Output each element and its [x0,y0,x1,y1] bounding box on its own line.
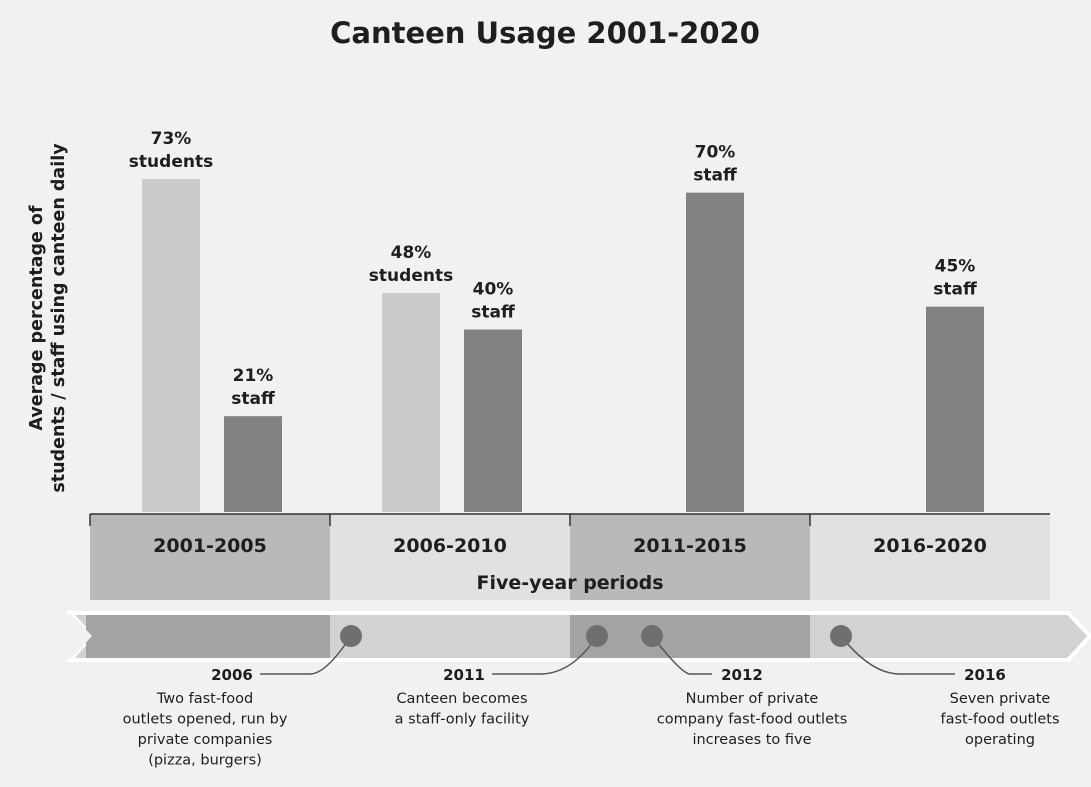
period-label-2001-2005: 2001-2005 [153,535,267,557]
event-dot-2006 [340,625,362,647]
timeline-events: 2006 Two fast-food outlets opened, run by p… [123,625,1060,769]
chart-title: Canteen Usage 2001-2020 [330,16,760,50]
data-label-value-staff-2016-2020: 45% [935,257,976,277]
data-label-group-staff-2016-2020: staff [933,280,977,300]
data-label-value-staff-2011-2015: 70% [695,143,736,163]
data-label-group-staff-2011-2015: staff [693,166,737,186]
event-year-2016: 2016 [964,666,1006,684]
data-label-group-students-2006-2010: students [369,266,453,286]
data-label-group-staff-2001-2005: staff [231,389,275,409]
period-label-2016-2020: 2016-2020 [873,535,987,557]
event-text-2006-line-2: outlets opened, run by [123,712,288,728]
event-dot-2012 [641,625,663,647]
event-text-2016-line-3: operating [965,732,1035,748]
event-year-2006: 2006 [211,666,253,684]
bar-students-2006-2010 [382,293,440,512]
data-label-group-students-2001-2005: students [129,152,213,172]
period-label-2006-2010: 2006-2010 [393,535,507,557]
bar-staff-2006-2010 [464,329,522,512]
event-year-2011: 2011 [443,666,485,684]
event-text-2012-line-3: increases to five [692,732,811,748]
period-bands: 2001-2005 2006-2010 2011-2015 2016-2020 [89,513,1050,600]
y-axis-label-line-1: Average percentage of [27,205,47,431]
data-label-value-staff-2001-2005: 21% [233,366,274,386]
event-dot-2016 [830,625,852,647]
bars: 73% students 21% staff 48% students 40% staff 70… [129,129,984,512]
event-year-2012: 2012 [721,666,763,684]
x-axis-label: Five-year periods [476,572,663,594]
event-text-2006-line-1: Two fast-food [156,691,253,707]
y-axis-label: Average percentage of students / staff u… [27,143,69,493]
event-text-2012-line-2: company fast-food outlets [657,712,848,728]
event-text-2016-line-2: fast-food outlets [940,712,1059,728]
data-label-value-students-2001-2005: 73% [151,129,192,149]
event-text-2006-line-3: private companies [138,732,273,748]
bar-staff-2011-2015 [686,192,744,512]
event-text-2011-line-1: Canteen becomes [396,691,527,707]
bar-staff-2001-2005 [224,416,282,512]
period-band-2011-2015 [570,514,810,600]
bar-students-2001-2005 [142,178,200,512]
period-band-2006-2010 [330,514,570,600]
event-text-2006-line-4: (pizza, burgers) [148,753,262,769]
data-label-value-staff-2006-2010: 40% [473,280,514,300]
bar-staff-2016-2020 [926,306,984,512]
event-dot-2011 [586,625,608,647]
period-band-2001-2005 [90,514,330,600]
y-axis-label-line-2: students / staff using canteen daily [49,143,69,493]
timeline-segment-2001-2005 [86,615,330,658]
timeline-arrow [65,611,1091,662]
event-text-2016-line-1: Seven private [950,691,1051,707]
event-text-2011-line-2: a staff-only facility [395,712,530,728]
timeline-segment-2011-2015 [570,615,810,658]
period-label-2011-2015: 2011-2015 [633,535,747,557]
period-band-2016-2020 [810,514,1050,600]
event-text-2012-line-1: Number of private [686,691,819,707]
data-label-group-staff-2006-2010: staff [471,303,515,323]
data-label-value-students-2006-2010: 48% [391,243,432,263]
timeline-arrow-notch [70,613,92,660]
